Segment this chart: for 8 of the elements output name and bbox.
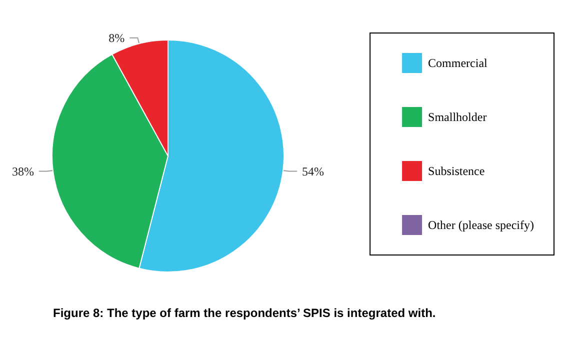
legend-label: Commercial — [428, 56, 488, 70]
data-label: 38% — [12, 164, 34, 178]
text: Figure 8: The type of farm the respondents’ SPIS is integrated with. — [53, 306, 436, 320]
data-label: 54% — [302, 164, 324, 178]
legend-label: Subsistence — [428, 164, 485, 178]
data-label: 8% — [108, 30, 125, 45]
legend-label: Other (please specify) — [428, 218, 534, 232]
legend-label: Smallholder — [428, 110, 487, 124]
